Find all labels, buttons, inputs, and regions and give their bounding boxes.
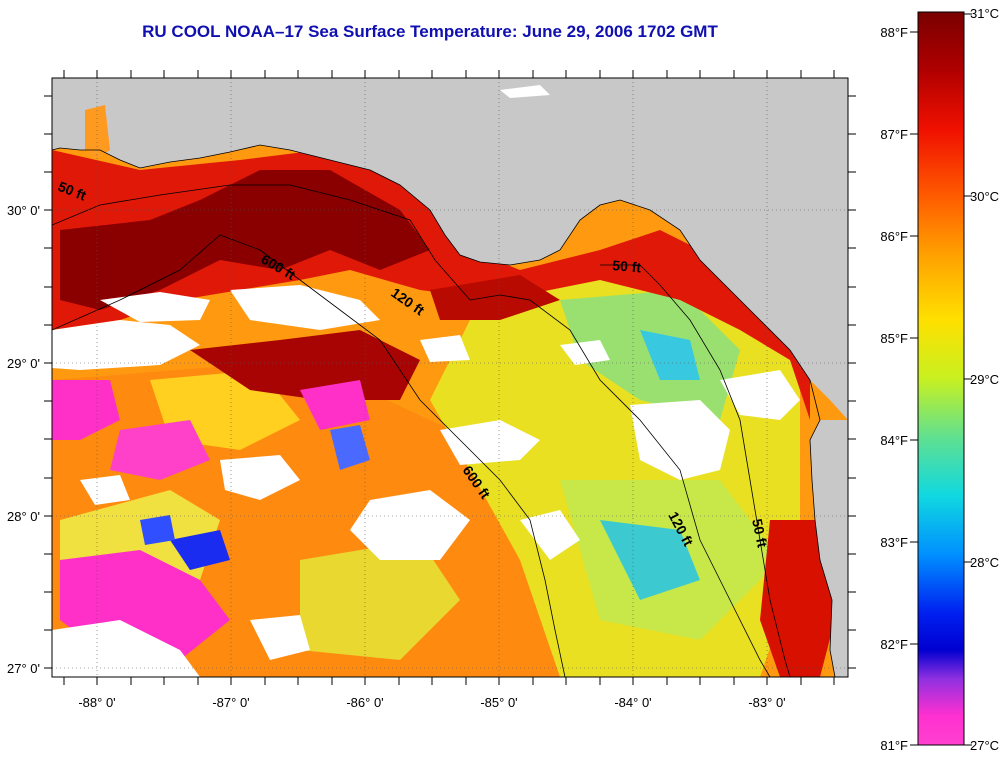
lon-label-87: -87° 0' [212,695,249,710]
map-title: RU COOL NOAA–17 Sea Surface Temperature:… [142,22,718,41]
cloud-2 [100,292,210,322]
cb-f-86: 86°F [880,229,908,244]
lon-label-83: -83° 0' [748,695,785,710]
cb-f-85: 85°F [880,331,908,346]
cloud-6 [440,420,540,465]
lon-label-86: -86° 0' [346,695,383,710]
sea-yellow-s [300,540,460,660]
cold-spot-blue [170,530,230,570]
cb-c-27: 27°C [970,738,999,753]
lon-label-88: -88° 0' [78,695,115,710]
land-florida-peninsula [810,420,848,677]
cloud-14 [420,335,470,362]
lon-label-85: -85° 0' [480,695,517,710]
map-border [51,77,849,678]
lat-label-28: 28° 0' [7,509,40,524]
colorbar [917,11,965,746]
colorbar-ticks [910,13,972,746]
cold-spot-blue-3 [330,425,370,470]
sea-darkred-east [430,275,560,320]
cb-f-84: 84°F [880,433,908,448]
land-mainland [52,78,848,420]
cloud-12 [560,340,610,365]
sea-cyan-patch-2 [640,330,700,380]
cold-spot-3 [300,380,370,430]
cloud-11 [250,615,310,660]
cloud-4 [630,400,730,480]
cloud-1 [52,320,200,370]
sea-darkred-core [60,170,430,310]
cb-f-88: 88°F [880,25,908,40]
cloud-8 [220,455,300,500]
lon-label-84: -84° 0' [614,695,651,710]
cb-c-28: 28°C [970,555,999,570]
cloud-5 [720,370,800,420]
cb-f-87: 87°F [880,127,908,142]
lat-label-27: 27° 0' [7,661,40,676]
lat-label-29: 29° 0' [7,356,40,371]
graticule [52,78,848,677]
cloud-9 [520,510,580,560]
cloud-13 [80,475,130,505]
cb-f-81: 81°F [880,738,908,753]
sea-darkred-tongue [190,330,420,400]
isobath-label-50ft-south: 50 ft [749,517,771,549]
cloud-3 [230,285,380,330]
lat-label-30: 30° 0' [7,203,40,218]
cloud-10 [52,620,200,677]
isobath-120ft [52,184,771,677]
isobath-label-50ft-north: 50 ft [612,257,642,275]
cb-f-82: 82°F [880,637,908,652]
cold-spot-1 [52,380,120,440]
cb-c-30: 30°C [970,189,999,204]
isobath-600ft [52,234,566,677]
coastline [52,144,836,677]
mobile-bay [85,105,110,160]
cb-c-29: 29°C [970,372,999,387]
cold-spot-blue-2 [140,515,175,545]
sea-cyan-patch [600,520,700,600]
cb-c-31: 31°C [970,6,999,21]
tick-marks [44,70,856,685]
cold-spot-4 [110,420,210,480]
cloud-7 [350,490,470,560]
inland-lake [500,85,550,98]
map-frame: 50 ft 600 ft 120 ft 50 ft 600 ft 120 ft … [52,78,848,677]
cb-f-83: 83°F [880,535,908,550]
isobath-50ft [600,264,791,677]
